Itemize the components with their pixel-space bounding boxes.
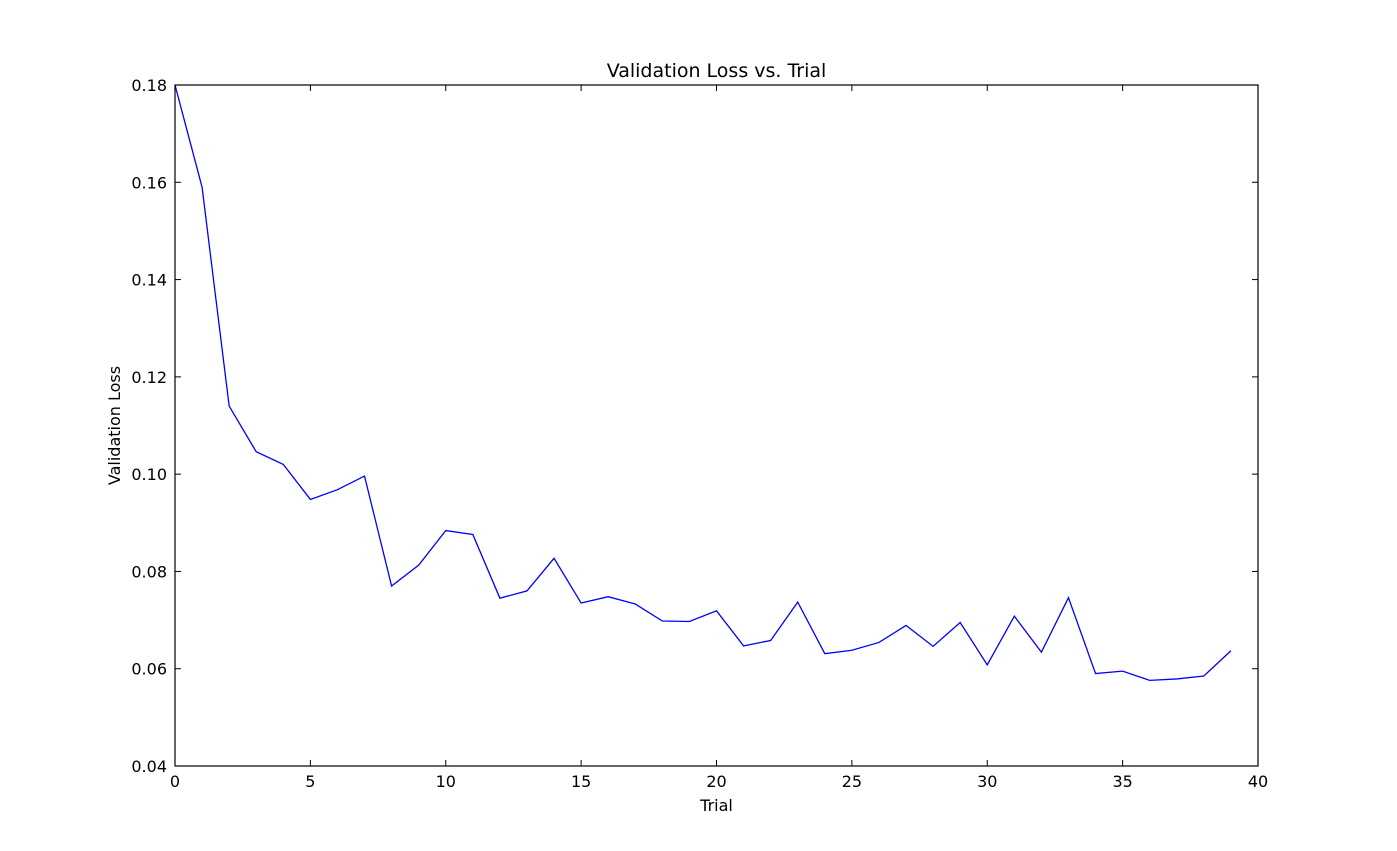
x-tick-label: 35: [1112, 772, 1132, 791]
y-tick-label: 0.18: [131, 76, 167, 95]
x-axis-label: Trial: [699, 796, 733, 815]
y-tick-label: 0.10: [131, 465, 167, 484]
x-tick-label: 5: [305, 772, 315, 791]
plot-area: 0 5 10 15 20 25 30 35 40 0.04 0.06 0.08 0.10 0.12 0.14…: [131, 76, 1268, 791]
y-tick-label: 0.16: [131, 173, 167, 192]
y-tick-label: 0.14: [131, 271, 167, 290]
y-axis-label: Validation Loss: [105, 366, 124, 485]
x-tick-label: 30: [977, 772, 997, 791]
x-tick-label: 40: [1248, 772, 1268, 791]
x-tick-label: 0: [170, 772, 180, 791]
x-tick-label: 15: [571, 772, 591, 791]
y-tick-label: 0.12: [131, 368, 167, 387]
chart-title: Validation Loss vs. Trial: [607, 60, 827, 82]
series-line: [174, 84, 1232, 682]
y-tick-label: 0.04: [131, 757, 167, 776]
y-tick-label: 0.08: [131, 562, 167, 581]
x-tick-label: 10: [436, 772, 456, 791]
x-tick-label: 25: [842, 772, 862, 791]
x-tick-label: 20: [706, 772, 726, 791]
y-tick-label: 0.06: [131, 660, 167, 679]
